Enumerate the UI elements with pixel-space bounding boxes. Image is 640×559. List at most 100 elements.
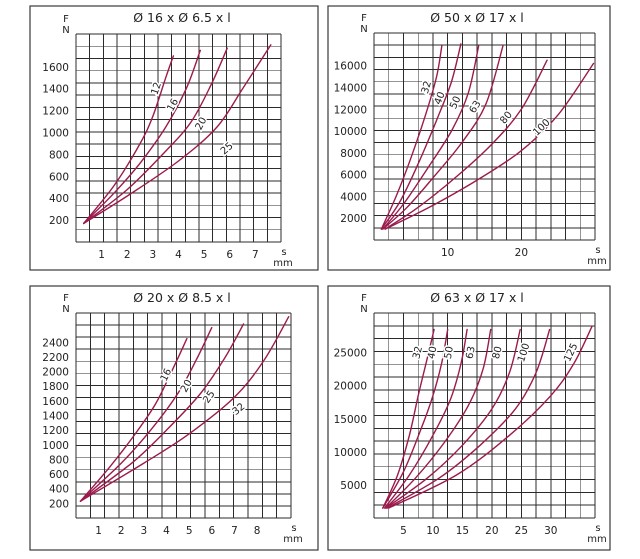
x-tick-label: 5 [400,525,407,537]
y-tick-label: 400 [49,484,69,496]
chart-p3: Ø 20 x Ø 8.5 x lFNsmm2004006008001000120… [29,285,319,551]
x-tick-label: 7 [252,249,259,261]
x-tick-label: 25 [515,525,528,537]
x-tick-label: 3 [141,525,148,537]
chart-title: Ø 20 x Ø 8.5 x l [133,290,231,305]
y-tick-label: 1200 [42,425,69,437]
y-tick-label: 15000 [334,414,367,426]
x-tick-label: 20 [515,247,528,259]
series-line-32 [380,45,443,230]
y-tick-label: 600 [49,171,69,183]
chart-title: Ø 63 x Ø 17 x l [430,290,524,305]
y-tick-label: 10000 [334,447,367,459]
x-axis-unit: mm [283,534,302,545]
y-tick-label: 2200 [42,352,69,364]
x-axis-unit: mm [273,258,292,269]
grid [75,312,292,519]
y-tick-label: 1600 [42,62,69,74]
y-axis-label: F [63,293,69,304]
y-tick-label: 1000 [42,440,69,452]
series-label-32: 32 [420,80,434,95]
series-line-40 [380,43,462,230]
y-axis-unit: N [62,25,69,36]
y-tick-label: 200 [49,215,69,227]
series-line-100 [384,62,595,230]
y-tick-label: 5000 [340,480,367,492]
x-tick-label: 6 [208,525,215,537]
grid [373,32,596,241]
series-line-16 [79,337,188,502]
series-line-25 [79,323,245,502]
grid [75,33,282,243]
y-tick-label: 2000 [340,213,367,225]
series-line-32 [79,316,290,502]
series-label-40: 40 [426,345,439,359]
x-tick-label: 2 [124,249,131,261]
series-label-50: 50 [443,345,456,359]
series-line-25 [83,44,272,225]
x-axis-label: s [595,245,600,256]
chart-frame [29,285,319,551]
y-tick-label: 1800 [42,381,69,393]
y-tick-label: 1600 [42,396,69,408]
series-line-12 [83,55,175,225]
y-axis-unit: N [62,304,69,315]
x-tick-label: 6 [226,249,233,261]
series-label-32: 32 [411,345,425,360]
x-tick-label: 3 [150,249,157,261]
x-tick-label: 20 [485,525,498,537]
x-tick-label: 10 [426,525,439,537]
x-axis-unit: mm [587,256,606,267]
y-tick-label: 800 [49,454,69,466]
y-tick-label: 200 [49,498,69,510]
series-line-20 [83,47,228,225]
y-axis-unit: N [360,24,367,35]
series-line-80 [385,328,521,509]
series-label-80: 80 [491,345,505,360]
y-tick-label: 10000 [334,126,367,138]
y-tick-label: 8000 [340,148,367,160]
series-line-63 [382,45,504,230]
x-tick-label: 2 [118,525,125,537]
y-tick-label: 2400 [42,337,69,349]
x-tick-label: 15 [456,525,469,537]
series-line-50 [383,328,468,509]
x-tick-label: 10 [441,247,454,259]
x-tick-label: 8 [254,525,261,537]
y-tick-label: 25000 [334,348,367,360]
y-tick-label: 400 [49,193,69,205]
y-axis-unit: N [360,304,367,315]
y-tick-label: 1000 [42,128,69,140]
series-line-100 [386,328,551,509]
y-tick-label: 1200 [42,106,69,118]
y-axis-label: F [63,14,69,25]
chart-frame [327,5,611,271]
chart-title: Ø 50 x Ø 17 x l [430,10,524,25]
y-tick-label: 16000 [334,61,367,73]
x-tick-label: 5 [201,249,208,261]
series-line-50 [382,45,480,230]
y-tick-label: 1400 [42,411,69,423]
series-line-63 [385,328,492,509]
y-tick-label: 6000 [340,170,367,182]
y-axis-label: F [361,13,367,24]
y-tick-label: 4000 [340,191,367,203]
y-tick-label: 600 [49,469,69,481]
x-tick-label: 4 [163,525,170,537]
series-line-80 [384,59,548,230]
x-axis-label: s [281,247,286,258]
y-axis-label: F [361,293,367,304]
series-line-32 [382,328,435,509]
series-line-40 [382,328,449,509]
chart-title: Ø 16 x Ø 6.5 x l [133,10,231,25]
chart-frame [327,285,611,551]
series-line-16 [83,49,201,225]
series-line-125 [388,325,593,509]
y-tick-label: 12000 [334,104,367,116]
y-tick-label: 800 [49,149,69,161]
x-tick-label: 7 [231,525,238,537]
x-axis-unit: mm [587,534,606,545]
